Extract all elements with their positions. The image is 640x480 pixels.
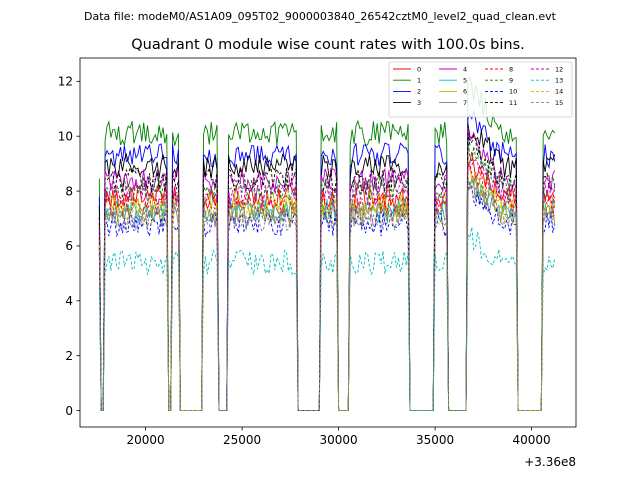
x-tick-label: 25000 — [223, 433, 261, 447]
y-tick-label: 2 — [65, 349, 73, 363]
legend-label-module-4: 4 — [463, 65, 467, 73]
series-line-module-10 — [98, 181, 556, 411]
data-file-suptitle: Data file: modeM0/AS1A09_095T02_90000038… — [84, 10, 557, 23]
x-tick-label: 40000 — [513, 433, 551, 447]
legend-label-module-0: 0 — [417, 65, 421, 73]
legend-label-module-2: 2 — [417, 88, 421, 96]
series-line-module-15 — [98, 182, 556, 411]
x-tick-label: 35000 — [416, 433, 454, 447]
y-tick-label: 12 — [58, 75, 73, 89]
legend-label-module-13: 13 — [555, 77, 563, 85]
y-tick-label: 6 — [65, 239, 73, 253]
series-line-module-13 — [98, 227, 556, 411]
legend-label-module-15: 15 — [555, 99, 563, 107]
y-tick-label: 0 — [65, 404, 73, 418]
legend-label-module-10: 10 — [509, 88, 517, 96]
axes-frame — [79, 57, 577, 428]
x-tick-label: 20000 — [127, 433, 165, 447]
legend-label-module-5: 5 — [463, 77, 467, 85]
y-tick-label: 10 — [58, 129, 73, 143]
x-tick-label: 30000 — [320, 433, 358, 447]
y-tick-label: 8 — [65, 184, 73, 198]
legend-label-module-14: 14 — [555, 88, 563, 96]
series-line-module-6 — [98, 161, 556, 411]
series-line-module-14 — [98, 171, 556, 411]
series-line-module-2 — [98, 110, 556, 411]
chart-title: Quadrant 0 module wise count rates with … — [131, 37, 525, 53]
legend-label-module-11: 11 — [509, 99, 517, 107]
series-layer — [98, 75, 556, 411]
series-line-module-7 — [98, 177, 556, 411]
legend-label-module-1: 1 — [417, 77, 421, 85]
series-line-module-8 — [98, 162, 556, 411]
x-offset-label: +3.36e8 — [524, 455, 576, 469]
series-line-module-11 — [98, 133, 556, 411]
y-tick-label: 4 — [65, 294, 73, 308]
series-line-module-12 — [98, 159, 556, 411]
legend-label-module-8: 8 — [509, 65, 513, 73]
series-line-module-3 — [98, 123, 556, 411]
legend-box — [388, 61, 573, 118]
y-axis: 0 2 4 6 8 10 12 — [58, 75, 80, 418]
legend-label-module-6: 6 — [463, 88, 467, 96]
legend-label-module-12: 12 — [555, 65, 563, 73]
plot-background — [80, 58, 576, 427]
x-axis: 20000 25000 30000 35000 40000 — [127, 427, 551, 447]
plot-area — [79, 57, 577, 428]
legend-label-module-3: 3 — [417, 99, 421, 107]
legend-label-module-7: 7 — [463, 99, 467, 107]
legend-label-module-9: 9 — [509, 77, 513, 85]
